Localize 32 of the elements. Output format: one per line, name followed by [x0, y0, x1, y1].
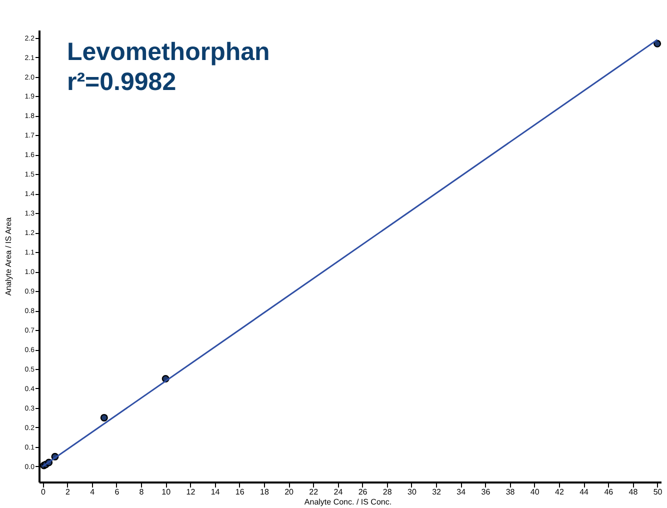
x-tick-label: 38 — [506, 488, 516, 496]
x-tick-label: 42 — [555, 488, 564, 496]
x-tick-label: 18 — [260, 488, 270, 496]
x-tick-label: 8 — [139, 488, 144, 496]
x-tick-label: 32 — [432, 488, 442, 496]
x-tick-label: 10 — [162, 488, 172, 496]
point — [654, 40, 662, 48]
x-tick-label: 48 — [628, 488, 638, 496]
x-tick-label: 50 — [653, 488, 663, 496]
x-tick-label: 44 — [580, 488, 590, 496]
x-tick-label: 36 — [481, 488, 491, 496]
x-tick-label: 6 — [114, 488, 120, 496]
x-tick-label: 28 — [382, 488, 392, 496]
x-tick-label: 30 — [408, 488, 417, 496]
x-axis-title: Analyte Conc. / IS Conc. — [304, 498, 392, 506]
x-tick-label: 20 — [284, 488, 294, 496]
x-tick-label: 46 — [604, 488, 614, 496]
x-tick-label: 24 — [334, 488, 344, 496]
x-tick-label: 34 — [456, 488, 466, 496]
x-tick-label: 4 — [90, 488, 96, 496]
chart-title: Levomethorphan — [67, 38, 270, 66]
annotation: r²=0.9982 — [67, 68, 176, 96]
x-tick-label: 26 — [358, 488, 368, 496]
x-tick-label: 40 — [530, 488, 540, 496]
x-tick-label: 12 — [186, 488, 196, 496]
y-axis-title: Analyte Area / IS Area — [4, 216, 13, 296]
x-tick-label: 22 — [309, 488, 319, 496]
point — [100, 414, 108, 422]
x-tick-label: 2 — [66, 488, 71, 496]
x-tick-label: 0 — [40, 488, 46, 496]
x-tick-label: 16 — [235, 488, 245, 496]
x-tick-label: 14 — [210, 488, 220, 496]
